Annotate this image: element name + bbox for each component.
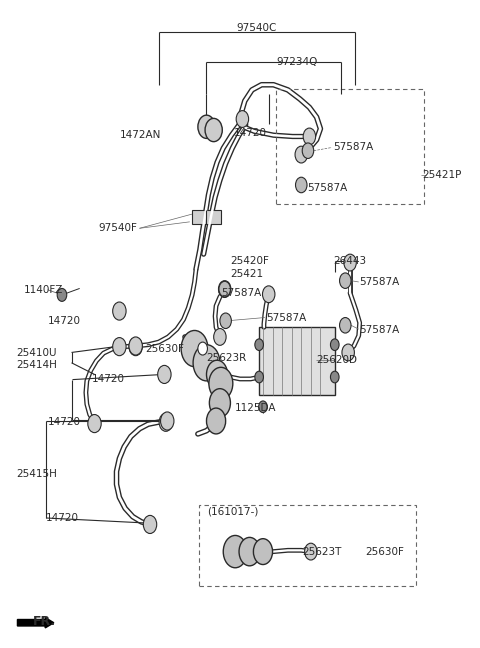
Circle shape [214,329,226,345]
Circle shape [342,344,354,361]
Circle shape [295,146,308,163]
Text: 1140FZ: 1140FZ [24,284,63,295]
Text: 25421: 25421 [230,268,264,279]
Circle shape [296,177,307,192]
Circle shape [330,339,339,351]
Text: 25630F: 25630F [145,343,184,354]
Circle shape [330,371,339,383]
Text: 1125DA: 1125DA [235,403,276,413]
Circle shape [206,408,226,434]
Text: FR.: FR. [33,615,56,628]
Text: 14720: 14720 [48,316,81,326]
Circle shape [259,401,267,413]
Circle shape [303,128,316,145]
Circle shape [209,367,233,400]
Circle shape [209,389,230,417]
Circle shape [160,412,174,430]
Circle shape [253,538,273,564]
FancyArrow shape [17,618,54,628]
Circle shape [198,115,215,139]
Text: 25415H: 25415H [16,469,57,479]
Circle shape [113,302,126,320]
Circle shape [193,345,220,381]
Text: 57587A: 57587A [333,143,373,152]
Text: 26443: 26443 [334,255,367,266]
Circle shape [181,330,208,367]
Circle shape [113,338,126,356]
Circle shape [263,286,275,303]
Bar [199,505,416,586]
Text: 14720: 14720 [46,513,79,523]
Text: 57587A: 57587A [360,325,400,336]
Circle shape [159,413,172,432]
Circle shape [236,111,249,128]
Text: 57587A: 57587A [266,312,307,323]
Circle shape [220,313,231,329]
Circle shape [157,365,171,384]
Circle shape [218,281,231,297]
Bar [276,89,424,204]
Circle shape [223,535,247,568]
Text: 25630F: 25630F [365,547,404,557]
Text: 25623T: 25623T [302,547,342,557]
Circle shape [88,415,101,433]
Text: 25420F: 25420F [230,255,269,266]
Text: 57587A: 57587A [221,288,261,298]
Text: 25414H: 25414H [16,360,57,370]
Circle shape [305,543,317,560]
Circle shape [129,338,143,356]
Text: 25620D: 25620D [317,354,358,365]
Text: 57587A: 57587A [360,277,400,287]
Circle shape [205,119,222,142]
Text: 97540C: 97540C [237,23,277,33]
Bar [259,327,335,395]
Circle shape [57,288,67,301]
Circle shape [339,273,351,288]
Bar [192,210,221,224]
Circle shape [129,337,143,355]
Circle shape [255,339,264,351]
Circle shape [339,318,351,333]
Circle shape [239,537,260,566]
Text: (161017-): (161017-) [207,507,259,516]
Circle shape [198,342,207,355]
Text: 1472AN: 1472AN [120,130,161,140]
Circle shape [206,360,228,389]
Circle shape [344,254,356,271]
Text: 25410U: 25410U [16,348,57,358]
Circle shape [302,143,314,159]
Text: 57587A: 57587A [307,183,347,193]
Circle shape [144,515,157,533]
Text: 14720: 14720 [92,374,125,384]
Text: 25623R: 25623R [206,353,247,363]
Text: 14720: 14720 [48,417,81,427]
Circle shape [255,371,264,383]
Text: 97234Q: 97234Q [276,57,317,67]
Text: 14720: 14720 [234,128,267,137]
Text: 97540F: 97540F [98,224,137,233]
Circle shape [219,281,230,297]
Text: 25421P: 25421P [422,170,461,180]
